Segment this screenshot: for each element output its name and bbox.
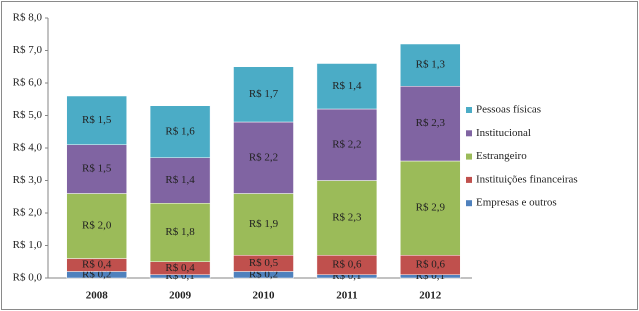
value-label: R$ 2,2 [332, 138, 361, 150]
y-tick-label: R$ 2,0 [13, 207, 43, 219]
value-label: R$ 1,6 [165, 125, 195, 137]
value-label: R$ 2,3 [416, 117, 446, 129]
legend-swatch [466, 153, 472, 160]
legend-swatch [466, 130, 472, 137]
value-label: R$ 0,5 [249, 257, 279, 269]
bar-segment [233, 193, 294, 256]
bar-segment [400, 160, 461, 256]
bar-segment [66, 144, 127, 194]
value-label: R$ 1,5 [82, 163, 112, 175]
y-tick-label: R$ 1,0 [13, 239, 43, 251]
bar-segment [400, 43, 461, 87]
value-label: R$ 0,4 [165, 262, 195, 274]
value-label: R$ 1,9 [249, 218, 279, 230]
y-tick-label: R$ 6,0 [13, 77, 43, 89]
bar-segment [233, 66, 294, 123]
value-label: R$ 1,3 [416, 59, 446, 71]
value-label: R$ 0,4 [82, 259, 112, 271]
y-tick-label: R$ 0,0 [13, 272, 43, 284]
legend-label: Empresas e outros [476, 197, 557, 209]
y-tick-label: R$ 8,0 [13, 12, 43, 24]
bar-segment [233, 121, 294, 194]
x-tick-label: 2009 [169, 290, 192, 302]
y-tick-label: R$ 4,0 [13, 142, 43, 154]
value-label: R$ 1,8 [165, 226, 195, 238]
value-label: R$ 1,5 [82, 114, 112, 126]
bar-segment [316, 108, 378, 181]
legend-label: Estrangeiro [476, 150, 527, 162]
x-tick-label: 2011 [336, 290, 357, 302]
bar-segment [149, 157, 211, 204]
bar-segment [66, 193, 127, 259]
bar-segment [316, 63, 378, 110]
x-tick-label: 2010 [253, 290, 276, 302]
value-label: R$ 0,6 [332, 259, 362, 271]
legend-swatch [466, 200, 472, 207]
legend-swatch [466, 107, 472, 113]
y-tick-label: R$ 7,0 [13, 44, 43, 56]
bar-segment [66, 95, 127, 145]
legend-label: Pessoas físicas [476, 104, 541, 116]
value-label: R$ 1,7 [249, 88, 279, 100]
value-label: R$ 2,9 [416, 202, 446, 214]
value-label: R$ 0,6 [416, 259, 446, 271]
value-label: R$ 2,3 [332, 211, 362, 223]
value-label: R$ 1,4 [165, 174, 195, 186]
y-tick-label: R$ 5,0 [13, 109, 43, 121]
legend-label: Institucional [476, 127, 531, 139]
legend-swatch [466, 176, 472, 183]
value-label: R$ 2,2 [249, 151, 278, 163]
bar-segment [149, 105, 211, 158]
legend-label: Instituições financeiras [476, 173, 578, 185]
y-tick-label: R$ 3,0 [13, 174, 43, 186]
bar-segment [400, 86, 461, 162]
x-tick-label: 2012 [419, 290, 442, 302]
value-label: R$ 1,4 [332, 80, 362, 92]
x-tick-label: 2008 [86, 290, 109, 302]
value-label: R$ 2,0 [82, 220, 112, 232]
